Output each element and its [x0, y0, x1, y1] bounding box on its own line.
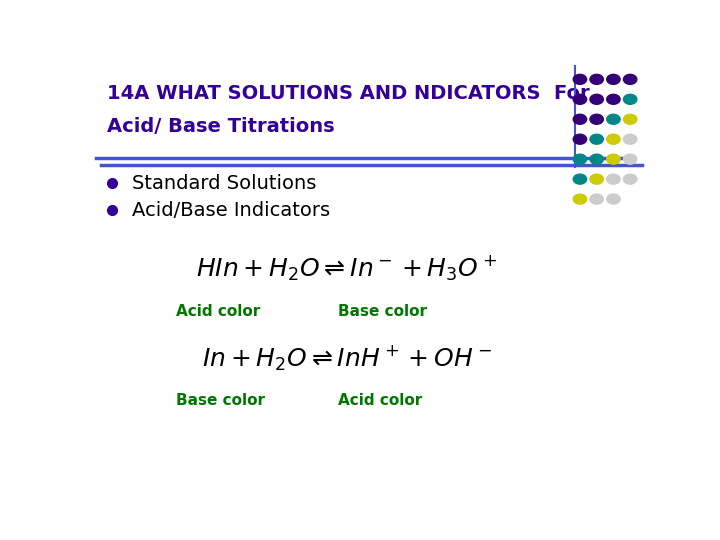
Circle shape — [607, 194, 620, 204]
Text: Base color: Base color — [338, 304, 427, 319]
Text: Base color: Base color — [176, 393, 266, 408]
Circle shape — [573, 94, 587, 104]
Circle shape — [624, 154, 637, 164]
Circle shape — [607, 134, 620, 144]
Text: Acid color: Acid color — [176, 304, 261, 319]
Circle shape — [607, 94, 620, 104]
Text: $In + H_2O \rightleftharpoons InH^+ + OH^-$: $In + H_2O \rightleftharpoons InH^+ + OH… — [202, 343, 492, 373]
Circle shape — [607, 174, 620, 184]
Circle shape — [624, 174, 637, 184]
Circle shape — [624, 114, 637, 124]
Text: Acid/ Base Titrations: Acid/ Base Titrations — [107, 117, 334, 136]
Text: Standard Solutions: Standard Solutions — [132, 174, 316, 193]
Circle shape — [590, 134, 603, 144]
Text: $HIn + H_2O \rightleftharpoons In^- + H_3O^+$: $HIn + H_2O \rightleftharpoons In^- + H_… — [196, 254, 498, 283]
Circle shape — [590, 114, 603, 124]
Circle shape — [590, 94, 603, 104]
Text: Acid color: Acid color — [338, 393, 423, 408]
Circle shape — [590, 194, 603, 204]
Circle shape — [573, 134, 587, 144]
Circle shape — [573, 174, 587, 184]
Circle shape — [573, 194, 587, 204]
Circle shape — [607, 154, 620, 164]
Circle shape — [624, 134, 637, 144]
Circle shape — [607, 114, 620, 124]
Text: 14A WHAT SOLUTIONS AND NDICATORS  For: 14A WHAT SOLUTIONS AND NDICATORS For — [107, 84, 590, 103]
Circle shape — [590, 154, 603, 164]
Circle shape — [573, 154, 587, 164]
Circle shape — [624, 94, 637, 104]
Text: Acid/Base Indicators: Acid/Base Indicators — [132, 201, 330, 220]
Circle shape — [590, 174, 603, 184]
Circle shape — [573, 75, 587, 84]
Circle shape — [607, 75, 620, 84]
Circle shape — [590, 75, 603, 84]
Circle shape — [573, 114, 587, 124]
Circle shape — [624, 75, 637, 84]
